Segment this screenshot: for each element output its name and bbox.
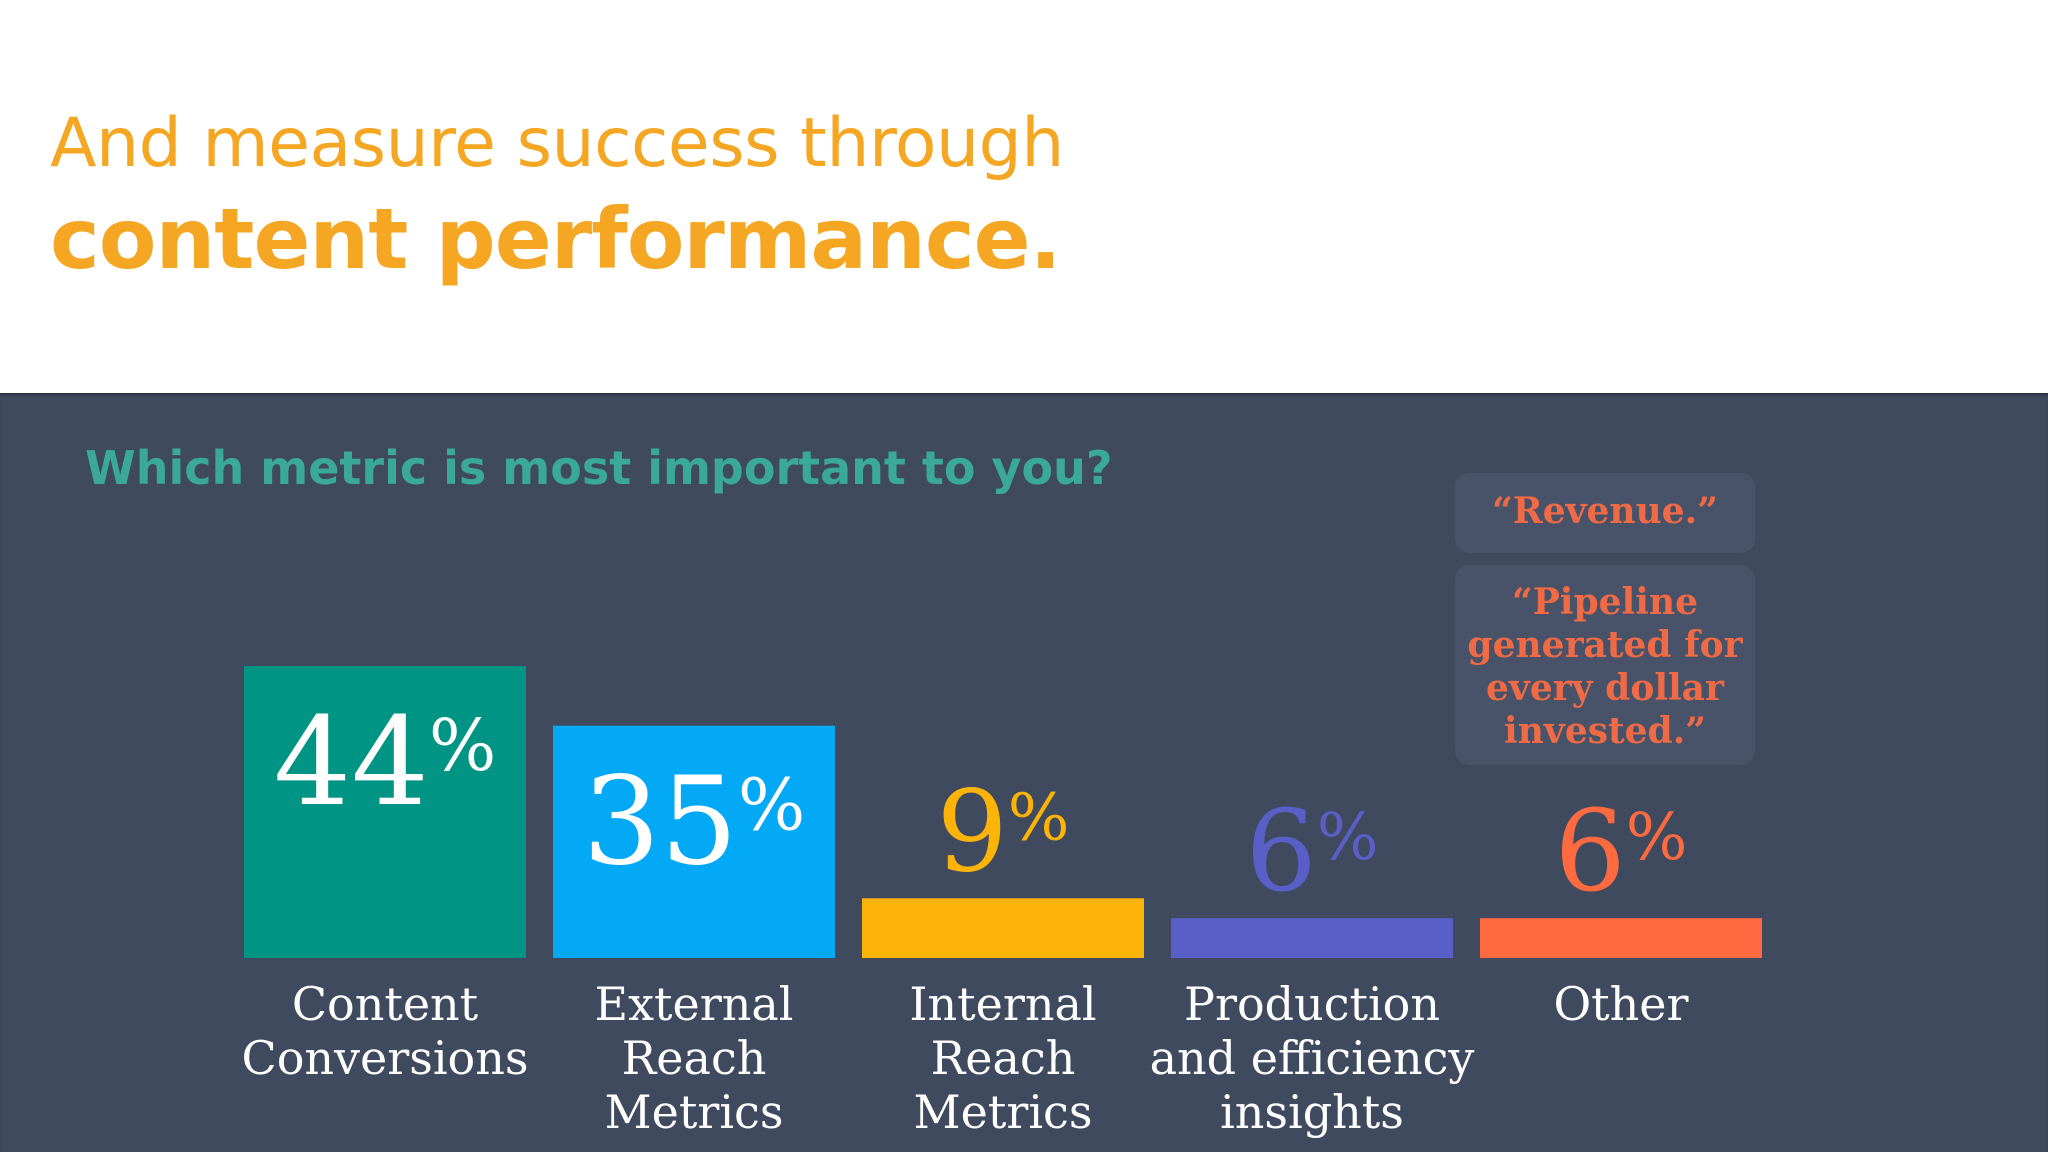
bar-value-label: 44% xyxy=(274,691,497,833)
category-label-line: External xyxy=(595,977,794,1031)
category-label: External Reach Metrics xyxy=(595,977,794,1139)
category-label-line: Reach xyxy=(622,1031,767,1085)
bar-3 xyxy=(1171,918,1453,958)
bar-value-number: 6 xyxy=(1554,787,1625,917)
category-label-line: and efficiency xyxy=(1150,1031,1475,1085)
bar-value-unit: % xyxy=(1008,780,1070,855)
chart-question: Which metric is most important to you? xyxy=(85,441,1113,495)
category-label: Content Conversions xyxy=(242,977,529,1085)
quote-text: “Revenue.” xyxy=(1492,490,1718,532)
bar-value-label: 9% xyxy=(936,767,1069,897)
title-line-1: And measure success through xyxy=(50,104,1064,183)
category-label: Other xyxy=(1553,977,1688,1031)
bar-value-number: 35 xyxy=(583,751,738,893)
bar-value-unit: % xyxy=(1317,800,1379,875)
quote-box-pipeline: “Pipeline generated for every dollar inv… xyxy=(1455,565,1755,765)
bar-value-label: 35% xyxy=(583,751,806,893)
bar-0 xyxy=(244,666,526,958)
quote-text: “Pipeline generated for every dollar inv… xyxy=(1467,581,1743,752)
category-label-line: Metrics xyxy=(914,1085,1093,1139)
bar-value-number: 6 xyxy=(1245,787,1316,917)
bar-value-unit: % xyxy=(1626,800,1688,875)
category-label-line: Reach xyxy=(931,1031,1076,1085)
category-label-line: Metrics xyxy=(605,1085,784,1139)
header-section: And measure success through content perf… xyxy=(0,0,2048,393)
category-label: Production and efficiency insights xyxy=(1150,977,1475,1139)
category-label-line: Internal xyxy=(909,977,1096,1031)
bar-value-unit: % xyxy=(738,764,805,847)
bar-value-label: 6% xyxy=(1245,787,1378,917)
bar-value-label: 6% xyxy=(1554,787,1687,917)
bar-4 xyxy=(1480,918,1762,958)
bar-value-number: 44 xyxy=(274,691,429,833)
bar-value-number: 9 xyxy=(936,767,1007,897)
category-label-line: Production xyxy=(1184,977,1440,1031)
bar-2 xyxy=(862,898,1144,958)
category-label-line: Conversions xyxy=(242,1031,529,1085)
category-label: Internal Reach Metrics xyxy=(909,977,1096,1139)
bar-value-unit: % xyxy=(429,704,496,787)
category-label-line: Other xyxy=(1553,977,1688,1031)
chart-panel: Which metric is most important to you? “… xyxy=(0,393,2048,1152)
title-line-2: content performance. xyxy=(50,190,1062,288)
bar-1 xyxy=(553,725,835,958)
category-label-line: Content xyxy=(292,977,479,1031)
quote-box-revenue: “Revenue.” xyxy=(1455,473,1755,553)
category-label-line: insights xyxy=(1220,1085,1404,1139)
